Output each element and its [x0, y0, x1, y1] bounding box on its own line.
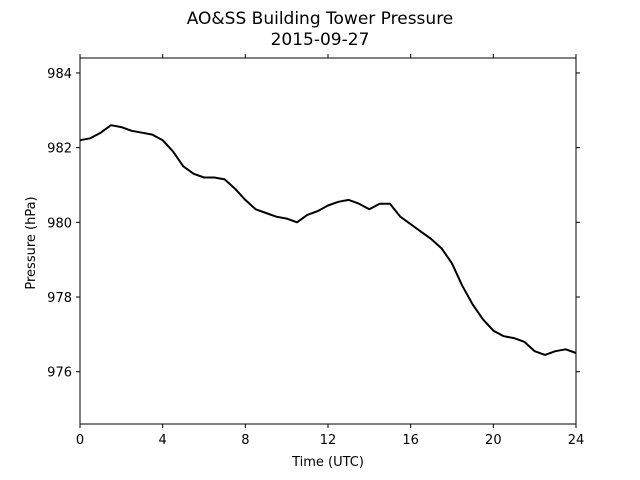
x-tick-label-20: 20	[485, 433, 502, 448]
x-tick-label-24: 24	[568, 433, 585, 448]
y-axis-label: Pressure (hPa)	[24, 196, 39, 289]
chart-subtitle: 2015-09-27	[271, 30, 370, 50]
y-tick-label-978: 978	[47, 291, 72, 306]
y-tick-label-976: 976	[47, 366, 72, 381]
x-tick-label-12: 12	[320, 433, 337, 448]
y-tick-label-984: 984	[47, 67, 72, 82]
x-axis-label: Time (UTC)	[291, 455, 364, 470]
x-tick-label-4: 4	[159, 433, 167, 448]
x-tick-label-0: 0	[76, 433, 84, 448]
y-tick-label-980: 980	[47, 216, 72, 231]
chart-title: AO&SS Building Tower Pressure	[187, 9, 454, 29]
plot-frame	[79, 57, 577, 425]
x-tick-label-16: 16	[402, 433, 419, 448]
plot-area: 0 4 8 12 16 20 24 976 978 980 982 984	[47, 54, 584, 448]
y-tick-label-982: 982	[47, 142, 72, 157]
series-line-0	[79, 124, 577, 356]
x-tick-label-8: 8	[241, 433, 249, 448]
